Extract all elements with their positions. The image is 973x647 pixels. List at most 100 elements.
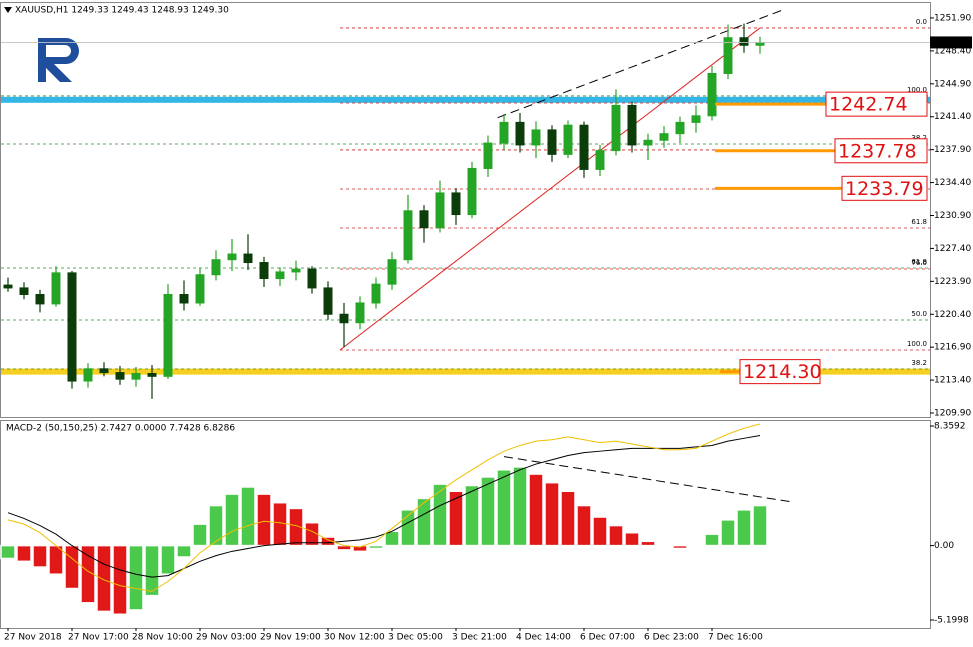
candle-body bbox=[547, 129, 557, 155]
macd-bar bbox=[368, 544, 384, 550]
macd-bar bbox=[512, 466, 528, 547]
x-tick-label: 30 Nov 12:00 bbox=[324, 633, 385, 643]
macd-line bbox=[7, 434, 761, 578]
candle-body bbox=[659, 133, 669, 141]
candle-body bbox=[259, 262, 269, 280]
macd-bar bbox=[544, 481, 560, 547]
symbol-marker bbox=[4, 7, 12, 13]
candle-body bbox=[51, 272, 61, 305]
candle-body bbox=[211, 259, 221, 276]
trendline bbox=[339, 27, 761, 351]
candle-body bbox=[355, 302, 365, 324]
x-tick-label: 6 Dec 07:00 bbox=[580, 633, 635, 643]
macd-bar bbox=[304, 521, 320, 547]
candle-body bbox=[307, 268, 317, 289]
candle-body bbox=[739, 37, 749, 46]
macd-title: MACD-2 (50,150,25) 2.7427 0.0000 7.7428 … bbox=[6, 424, 235, 434]
candle-body bbox=[83, 368, 93, 382]
candle-body bbox=[403, 210, 413, 261]
y-tick-label: 1223.90 bbox=[934, 277, 971, 287]
y-tick-label: 1251.90 bbox=[934, 13, 971, 23]
macd-bar bbox=[704, 533, 720, 547]
macd-bar bbox=[0, 544, 16, 560]
candle-body bbox=[515, 121, 525, 146]
y-tick-label: 1220.40 bbox=[934, 310, 971, 320]
macd-bar bbox=[688, 544, 704, 548]
y-tick-label: 1237.90 bbox=[934, 145, 971, 155]
macd-bar bbox=[96, 544, 112, 613]
level-label: 1214.30 bbox=[743, 361, 822, 383]
macd-bar bbox=[416, 497, 432, 547]
macd-bar bbox=[192, 523, 208, 547]
x-tick-label: 29 Nov 19:00 bbox=[260, 633, 321, 643]
candle-body bbox=[419, 210, 429, 229]
fib-label: 100.0 bbox=[907, 86, 927, 94]
candle-body bbox=[3, 284, 13, 289]
y-tick-label: 1227.40 bbox=[934, 244, 971, 254]
macd-bar bbox=[592, 516, 608, 547]
macd-bar bbox=[496, 469, 512, 547]
x-tick-label: 3 Dec 05:00 bbox=[388, 633, 443, 643]
trendline bbox=[503, 456, 791, 503]
price-band bbox=[1, 368, 930, 375]
logo bbox=[38, 38, 79, 82]
macd-bar bbox=[288, 507, 304, 547]
macd-bar bbox=[16, 544, 32, 563]
candle-body bbox=[531, 129, 541, 146]
fib-label: 76.0 bbox=[911, 259, 927, 267]
y-tick-label: 1248.40 bbox=[934, 46, 971, 56]
candle-body bbox=[163, 294, 173, 377]
macd-bar bbox=[720, 519, 736, 547]
trendline bbox=[497, 9, 785, 119]
candle-body bbox=[147, 373, 157, 377]
level-box bbox=[834, 138, 928, 164]
main-frame bbox=[0, 2, 931, 418]
candle-body bbox=[387, 259, 397, 285]
fib-label: 100.0 bbox=[907, 340, 927, 348]
macd-bar bbox=[144, 544, 160, 597]
candle-body bbox=[179, 294, 189, 304]
level-box bbox=[739, 359, 821, 385]
macd-bar bbox=[272, 501, 288, 547]
candle-body bbox=[339, 313, 349, 324]
candle-body bbox=[595, 150, 605, 170]
y-tick-label: 8.3592 bbox=[934, 422, 966, 432]
macd-bar bbox=[320, 536, 336, 547]
fib-label: 38.2 bbox=[911, 359, 927, 367]
logo-icon bbox=[38, 38, 79, 82]
candle-body bbox=[611, 104, 621, 152]
macd-bar bbox=[256, 493, 272, 547]
candle-body bbox=[691, 115, 701, 123]
macd-bar bbox=[128, 544, 144, 611]
candle-body bbox=[579, 124, 589, 170]
macd-bar bbox=[80, 544, 96, 604]
candle-body bbox=[115, 372, 125, 380]
fib-label: 61.8 bbox=[911, 218, 927, 226]
macd-bar bbox=[752, 504, 768, 547]
macd-bar bbox=[32, 544, 48, 568]
fib-label: 61.8 bbox=[911, 258, 927, 266]
fib-label: 38.2 bbox=[911, 134, 927, 142]
macd-line bbox=[7, 423, 761, 592]
x-tick-label: 3 Dec 21:00 bbox=[452, 633, 507, 643]
y-tick-label: 1234.40 bbox=[934, 178, 971, 188]
level-label: 1237.78 bbox=[838, 140, 917, 162]
candle-body bbox=[563, 124, 573, 155]
candle-body bbox=[99, 368, 109, 374]
level-label: 1233.79 bbox=[845, 178, 924, 200]
y-tick-label: 1209.90 bbox=[934, 409, 971, 419]
candle-body bbox=[195, 274, 205, 304]
candle-body bbox=[35, 294, 45, 305]
candle-body bbox=[723, 37, 733, 74]
level-box bbox=[825, 91, 928, 117]
candle-body bbox=[467, 167, 477, 216]
candle-body bbox=[675, 121, 685, 135]
macd-bar bbox=[608, 524, 624, 547]
candle-body bbox=[227, 253, 237, 261]
candle-body bbox=[131, 373, 141, 380]
candle-body bbox=[67, 272, 77, 382]
candle-body bbox=[435, 192, 445, 229]
candle-body bbox=[19, 287, 29, 296]
macd-bar bbox=[480, 476, 496, 547]
level-box bbox=[841, 175, 928, 201]
